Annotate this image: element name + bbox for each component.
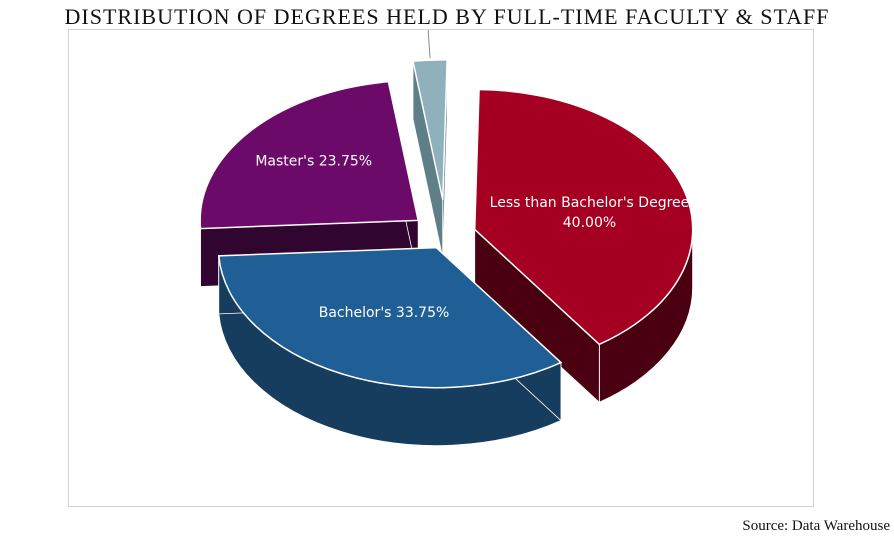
slice-top-face	[217, 246, 563, 389]
doctor-leader-line	[427, 30, 431, 59]
slice-label-line: Bachelor's 33.75%	[319, 305, 450, 321]
pie-chart-3d: Less than Bachelor's Degree 40.00% Bachelo…	[199, 30, 694, 447]
slice-label: Less than Bachelor's Degree 40.00%	[490, 195, 690, 231]
slice-label-line: Less than Bachelor's Degree	[490, 195, 690, 211]
slice-label: Bachelor's 33.75%	[319, 305, 450, 321]
slice-label: Master's 23.75%	[255, 153, 372, 169]
slice-label-line: 40.00%	[563, 215, 616, 231]
chart-area: Less than Bachelor's Degree 40.00% Bachelo…	[68, 29, 814, 507]
pie-slice-less-than-bachelor-s-degree	[473, 88, 694, 404]
slice-top-face	[473, 88, 694, 346]
slice-label-line: Master's 23.75%	[255, 153, 372, 169]
pie-slice-doctor-s	[412, 59, 448, 258]
slice-top-face	[412, 59, 448, 201]
source-note: Source: Data Warehouse	[742, 518, 890, 534]
slice-top-face	[199, 80, 420, 230]
chart-title: Distribution of Degrees Held by Full-Tim…	[64, 4, 830, 29]
pie-slice-bachelor-s	[217, 246, 563, 447]
